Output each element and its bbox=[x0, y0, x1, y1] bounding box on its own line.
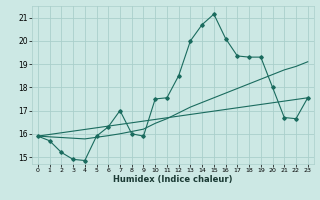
X-axis label: Humidex (Indice chaleur): Humidex (Indice chaleur) bbox=[113, 175, 233, 184]
